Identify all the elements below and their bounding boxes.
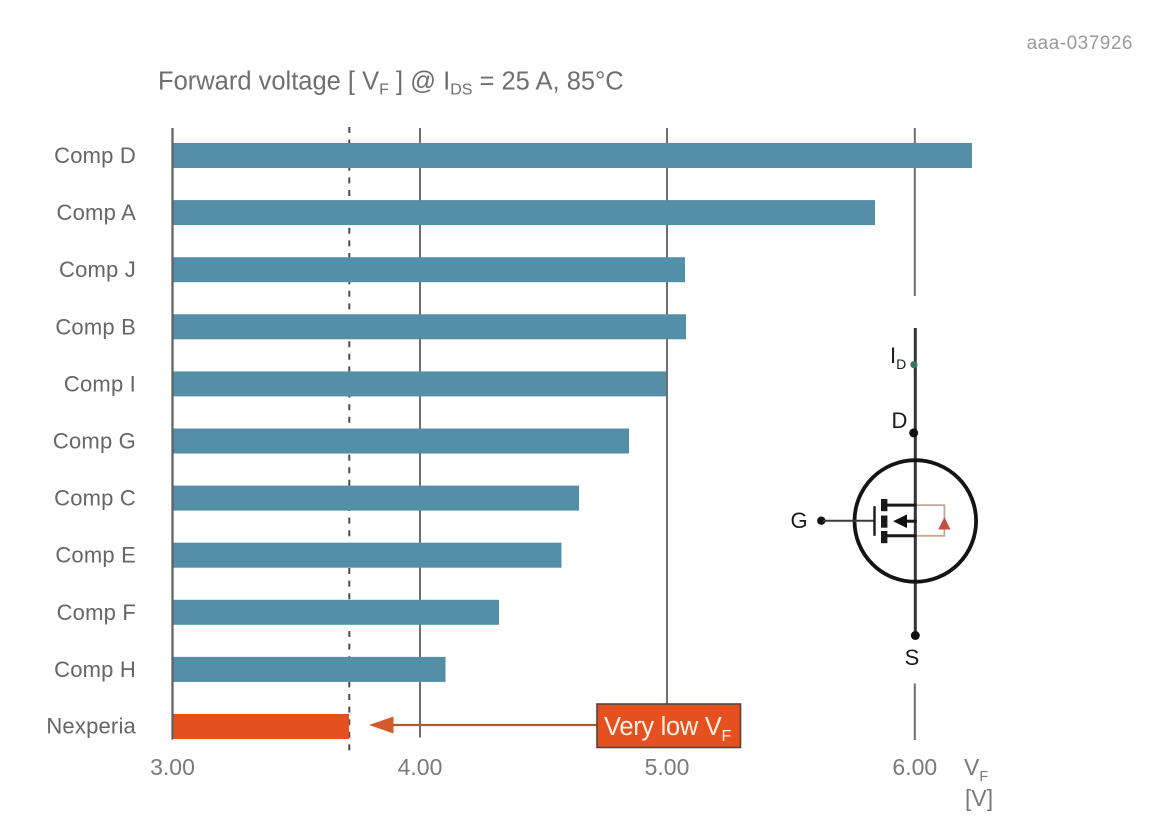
svg-text:aaa-037926: aaa-037926 (1027, 33, 1133, 54)
svg-text:4.00: 4.00 (398, 754, 443, 780)
svg-text:S: S (905, 645, 920, 670)
svg-text:Forward voltage [ VF ] @ IDS =: Forward voltage [ VF ] @ IDS = 25 A, 85°… (158, 68, 624, 99)
svg-text:Comp I: Comp I (64, 371, 136, 396)
svg-text:5.00: 5.00 (645, 754, 690, 780)
svg-text:6.00: 6.00 (892, 754, 937, 780)
svg-text:Comp B: Comp B (55, 314, 136, 339)
svg-text:Comp D: Comp D (54, 143, 136, 168)
svg-text:Comp C: Comp C (54, 486, 136, 511)
svg-text:D: D (892, 408, 908, 433)
svg-text:Comp F: Comp F (57, 600, 136, 625)
svg-text:Very low VF: Very low VF (604, 713, 731, 745)
svg-text:Comp G: Comp G (53, 429, 136, 454)
svg-text:Comp H: Comp H (54, 657, 136, 682)
svg-text:Nexperia: Nexperia (46, 714, 136, 739)
svg-text:G: G (791, 508, 808, 533)
svg-text:Comp A: Comp A (57, 200, 137, 225)
svg-text:Comp E: Comp E (55, 543, 136, 568)
svg-text:[V]: [V] (965, 785, 993, 811)
svg-text:3.00: 3.00 (150, 754, 195, 780)
svg-text:Comp J: Comp J (59, 257, 136, 282)
